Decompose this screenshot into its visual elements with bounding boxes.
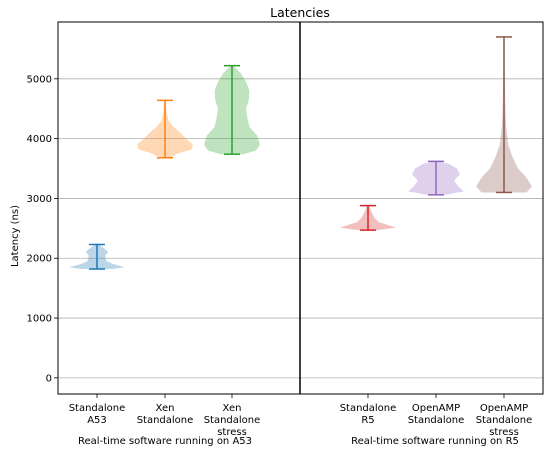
y-tick-label: 2000 bbox=[27, 254, 52, 265]
tick-labels: 0 1000 2000 3000 4000 5000 Standalone A53 Xen Sta… bbox=[27, 74, 533, 438]
x-tick-label: OpenAMP Standalone stress bbox=[476, 403, 533, 438]
group-label-a53: Real-time software running on A53 bbox=[78, 436, 252, 447]
group-label-r5: Real-time software running on R5 bbox=[351, 436, 519, 447]
x-tick-label: Xen Standalone stress bbox=[204, 403, 261, 438]
y-tick-label: 1000 bbox=[27, 314, 52, 325]
x-tick-label: Standalone A53 bbox=[69, 403, 126, 426]
axis-ticks bbox=[54, 78, 505, 398]
x-tick-label: Xen Standalone bbox=[137, 403, 194, 426]
y-tick-label: 5000 bbox=[27, 74, 52, 85]
x-tick-label: Standalone R5 bbox=[340, 403, 397, 426]
chart-title: Latencies bbox=[270, 5, 330, 20]
violins bbox=[69, 36, 532, 270]
y-tick-label: 3000 bbox=[27, 194, 52, 205]
y-tick-label: 0 bbox=[46, 373, 52, 384]
y-axis-label: Latency (ns) bbox=[10, 205, 21, 267]
y-tick-label: 4000 bbox=[27, 134, 52, 145]
plot-frame bbox=[57, 21, 544, 395]
x-tick-label: OpenAMP Standalone bbox=[408, 403, 465, 426]
